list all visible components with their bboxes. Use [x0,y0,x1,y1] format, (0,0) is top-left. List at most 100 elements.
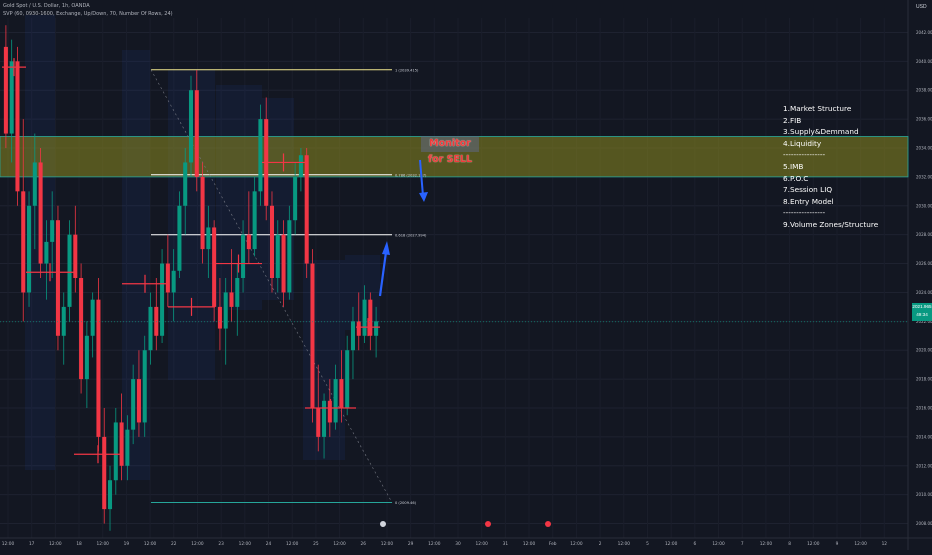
candle-body [275,234,280,278]
y-tick-label: 2034.000 [916,146,932,151]
candle-body [165,263,170,293]
candle-body [356,321,361,336]
candle-body [304,155,309,264]
x-tick-label: 12:00 [191,541,204,547]
candle-body [136,379,141,423]
fib-label: 1 (2039.415) [395,68,419,72]
candle-body [333,379,338,423]
candle-body [142,350,147,423]
x-tick-label: 18 [76,541,82,547]
candle-body [287,220,292,293]
down-arrow-head [419,192,428,202]
currency-label[interactable]: USD [916,4,927,10]
y-tick-label: 2032.000 [916,174,932,179]
x-tick-label: 5 [646,541,649,547]
candle-body [21,191,26,293]
candle-body [148,306,153,351]
candle-body [55,220,60,336]
fib-label: 0 (2009.46) [395,501,417,505]
candle-body [246,234,251,250]
candle-body [32,162,37,206]
candle-body [252,191,257,250]
notes-panel: 1.Market Structure 2.FIB 3.Supply&Demman… [783,103,923,231]
candle-body [3,46,8,134]
x-tick-label: 12:00 [712,541,725,547]
y-tick-label: 2026.000 [916,261,932,266]
candle-body [374,321,379,336]
candle-body [235,278,240,307]
candle-body [298,155,303,177]
candle-body [327,400,332,423]
candle-body [61,306,66,336]
x-tick-label: 12:00 [854,541,867,547]
note-item: 8.Entry Model [783,196,834,206]
indicator-legend: SVP (60, 0930-1600, Exchange, Up/Down, 7… [3,11,173,17]
up-arrow-head [382,241,390,255]
x-tick-label: 12:00 [665,541,678,547]
current-price: 2021.965 [912,304,932,309]
candle-body [119,422,124,466]
candle-body [229,292,234,307]
event-icon [485,521,491,527]
candle-body [206,227,211,250]
candle-body [27,205,32,293]
y-tick-label: 2040.000 [916,59,932,64]
candle-body [50,220,55,242]
event-icon [380,521,386,527]
y-tick-label: 2042.000 [916,30,932,35]
candle-body [188,90,194,163]
x-tick-label: 12:00 [286,541,299,547]
candle-body [15,61,20,192]
x-tick-label: 12:00 [523,541,536,547]
x-tick-label: 12:00 [49,541,62,547]
x-tick-label: 12:00 [428,541,441,547]
candle-body [362,299,367,336]
x-tick-label: 24 [266,541,272,547]
note-divider: ---------------- [783,150,826,160]
candle-body [44,241,49,264]
note-item: 3.Supply&Demmand [783,127,859,137]
x-tick-label: 2 [599,541,602,547]
fib-label: 0.786 (2032.147) [395,173,427,177]
x-tick-label: 8 [788,541,791,547]
x-tick-label: 30 [455,541,461,547]
y-tick-label: 2030.000 [916,203,932,208]
y-tick-label: 2014.000 [916,434,932,439]
x-tick-label: 12:00 [807,541,820,547]
x-tick-label: 6 [693,541,696,547]
candle-body [96,299,101,437]
fib-label: 0.618 (2027.994) [395,233,427,237]
x-tick-label: 9 [836,541,839,547]
note-item: 7.Session LIQ [783,185,833,195]
candle-body [38,162,43,264]
x-tick-label: 23 [218,541,224,547]
candle-body [368,299,373,336]
y-tick-label: 2038.000 [916,88,932,93]
down-arrow [419,159,424,197]
x-tick-label: Feb [549,541,557,547]
event-icon [545,521,551,527]
x-tick-label: 19 [124,541,130,547]
up-arrow [378,251,388,297]
x-tick-label: 12:00 [475,541,488,547]
y-tick-label: 2010.000 [916,492,932,497]
y-tick-label: 2024.000 [916,290,932,295]
current-price-tag: 2021.965 49:34 [912,303,932,321]
candle-body [258,119,263,192]
candle-body [217,306,222,329]
sell-banner: Monitor for SELL [421,136,479,165]
candle-body [269,205,275,278]
x-tick-label: 26 [361,541,367,547]
x-tick-label: 25 [313,541,319,547]
x-tick-label: 12:00 [239,541,252,547]
y-tick-label: 2020.000 [916,348,932,353]
candle-body [73,234,78,278]
candle-body [9,61,14,134]
session-box [345,255,380,330]
candle-body [67,234,72,307]
y-tick-label: 2028.000 [916,232,932,237]
candle-body [339,379,344,408]
note-item: 6.P.O.C [783,173,809,183]
